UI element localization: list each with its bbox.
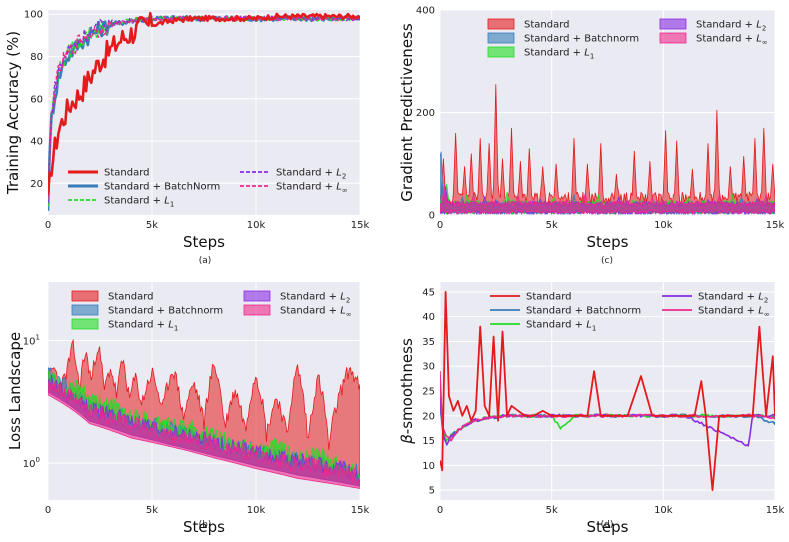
y-tick-label: 80 <box>30 52 43 63</box>
y-tick-label: 5 <box>429 486 435 497</box>
plot-area <box>48 10 360 215</box>
x-tick-label: 10k <box>654 220 673 231</box>
y-tick-label: 101 <box>23 333 40 347</box>
y-tick-label: 100 <box>23 456 40 470</box>
y-axis-label: Training Accuracy (%) <box>4 31 22 195</box>
y-tick-label: 45 <box>422 287 435 298</box>
x-axis-label: Steps <box>587 518 629 536</box>
legend-swatch-l2 <box>659 18 687 30</box>
legend-swatch-batchnorm <box>487 32 515 44</box>
x-tick-label: 15k <box>766 220 785 231</box>
x-tick-label: 10k <box>247 220 266 231</box>
legend-swatch-standard <box>487 18 515 30</box>
x-tick-label: 5k <box>146 505 158 516</box>
legend: Standard Standard + BatchNorm Standard + L… <box>68 168 348 209</box>
legend-label-standard: Standard <box>104 168 150 179</box>
y-axis-label: Gradient Predictiveness <box>398 23 416 202</box>
x-tick-label: 15k <box>351 220 370 231</box>
y-tick-label: 25 <box>422 387 435 398</box>
series-layer <box>440 290 775 492</box>
legend-label-l2: Standard + L2 <box>280 292 350 305</box>
legend-swatch-l2 <box>243 290 271 302</box>
panel-caption: (a) <box>199 256 212 266</box>
legend: Standard Standard + Batchnorm Standard + L… <box>71 290 352 333</box>
legend-swatch-linf <box>659 32 687 44</box>
x-tick-label: 5k <box>546 220 558 231</box>
legend-label-linf: Standard + L∞ <box>276 182 348 195</box>
legend-label-l2: Standard + L2 <box>696 20 766 33</box>
y-tick-label: 35 <box>422 337 435 348</box>
y-axis-label: β-smoothness <box>398 338 416 445</box>
legend-label-linf: Standard + L∞ <box>696 34 768 47</box>
x-tick-label: 10k <box>247 505 266 516</box>
y-tick-label: 10 <box>422 461 435 472</box>
series-layer <box>440 84 775 215</box>
legend-label-l1: Standard + L1 <box>524 48 594 61</box>
x-axis-label: Steps <box>587 233 629 251</box>
panel-caption: (d) <box>601 520 614 530</box>
x-axis-label: Steps <box>183 233 225 251</box>
legend-label-batchnorm: Standard + Batchnorm <box>526 306 641 317</box>
legend-label-l2: Standard + L2 <box>276 168 346 181</box>
y-tick-label: 0 <box>429 211 435 222</box>
legend: Standard Standard + Batchnorm Standard + L… <box>490 292 770 333</box>
x-tick-label: 15k <box>351 505 370 516</box>
legend-swatch-linf <box>243 304 271 316</box>
legend-label-batchnorm: Standard + BatchNorm <box>104 182 220 193</box>
legend-label-l1: Standard + L1 <box>108 320 178 333</box>
x-tick-label: 0 <box>437 505 443 516</box>
y-axis-label: Loss Landscape <box>6 332 24 450</box>
legend-label-linf: Standard + L∞ <box>280 306 352 319</box>
series-layer <box>48 338 360 489</box>
panel-d: 0 5k 10k 15k 5 10 15 20 25 30 35 40 45 Steps β-smoothn… <box>398 282 784 536</box>
y-tick-label: 20 <box>422 411 435 422</box>
y-tick-label: 400 <box>416 6 435 17</box>
legend-label-l2: Standard + L2 <box>698 292 768 305</box>
y-tick-label: 60 <box>30 94 43 105</box>
series-line-standard <box>48 11 360 195</box>
y-tick-label: 40 <box>422 312 435 323</box>
series-band-linf <box>48 379 360 489</box>
legend-swatch-l1 <box>71 318 99 330</box>
legend-label-standard: Standard <box>524 20 570 31</box>
x-axis-label: Steps <box>183 518 225 536</box>
legend-swatch-l1 <box>487 46 515 58</box>
legend-label-standard: Standard <box>526 292 572 303</box>
series-layer <box>48 11 360 211</box>
x-tick-label: 5k <box>146 220 158 231</box>
y-tick-label: 200 <box>416 108 435 119</box>
y-tick-label: 15 <box>422 436 435 447</box>
panel-caption: (c) <box>601 256 613 266</box>
x-tick-label: 0 <box>437 220 443 231</box>
legend-label-linf: Standard + L∞ <box>698 306 770 319</box>
series-band-linf <box>440 184 775 215</box>
panel-c: 0 5k 10k 15k 0 200 400 Steps Gradient Predictive… <box>398 6 784 267</box>
legend-swatch-batchnorm <box>71 304 99 316</box>
y-tick-label: 40 <box>30 137 43 148</box>
legend-label-batchnorm: Standard + Batchnorm <box>108 306 223 317</box>
legend-swatch-standard <box>71 290 99 302</box>
x-tick-label: 10k <box>654 505 673 516</box>
legend: Standard Standard + Batchnorm Standard + L… <box>487 18 768 61</box>
x-tick-label: 5k <box>546 505 558 516</box>
y-tick-label: 20 <box>30 179 43 190</box>
legend-label-batchnorm: Standard + Batchnorm <box>524 34 639 45</box>
legend-label-l1: Standard + L1 <box>526 320 596 333</box>
y-tick-label: 30 <box>422 362 435 373</box>
x-tick-label: 15k <box>766 505 785 516</box>
x-tick-label: 0 <box>45 220 51 231</box>
legend-label-standard: Standard <box>108 292 154 303</box>
series-line-standard <box>440 290 775 492</box>
panel-b: 0 5k 10k 15k 100 101 Steps Loss Landscape (b) Sta… <box>6 282 369 536</box>
x-tick-label: 0 <box>45 505 51 516</box>
y-tick-label: 100 <box>24 10 43 21</box>
panel-a: 0 5k 10k 15k 20 40 60 80 100 Steps Training Accura… <box>4 10 369 266</box>
legend-label-l1: Standard + L1 <box>104 196 174 209</box>
panel-caption: (b) <box>199 520 212 530</box>
